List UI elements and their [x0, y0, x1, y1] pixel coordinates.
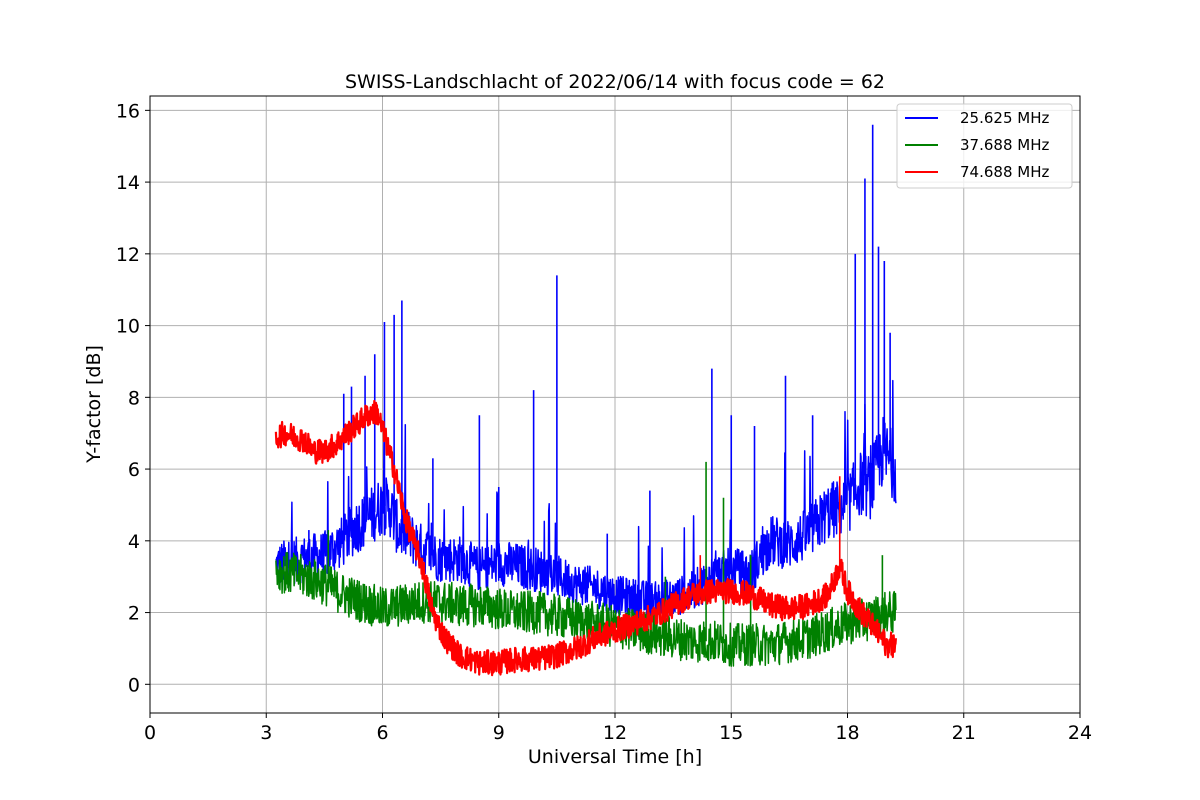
y-tick-label: 2 [128, 603, 140, 625]
x-tick-label: 12 [603, 722, 627, 744]
series-74mhz-line [274, 399, 897, 677]
series-25mhz [275, 124, 897, 622]
x-tick-label: 15 [719, 722, 743, 744]
series-74mhz [274, 399, 897, 677]
legend: 25.625 MHz 37.688 MHz 74.688 MHz [896, 103, 1073, 189]
series-37mhz [275, 461, 897, 667]
x-tick-label: 6 [376, 722, 388, 744]
x-tick-label: 18 [835, 722, 859, 744]
x-tick-label: 21 [952, 722, 976, 744]
legend-label-series-25mhz: 25.625 MHz [960, 109, 1049, 127]
series-25mhz-line [275, 379, 897, 622]
series-37mhz-line [275, 552, 897, 667]
y-tick-label: 14 [116, 172, 140, 194]
chart-title: SWISS-Landschlacht of 2022/06/14 with fo… [345, 71, 885, 93]
y-tick-label: 10 [116, 316, 140, 338]
legend-label-series-74mhz: 74.688 MHz [960, 163, 1049, 181]
x-tick-label: 3 [260, 722, 272, 744]
legend-box [896, 103, 1073, 189]
x-tick-label: 24 [1068, 722, 1092, 744]
y-tick-label: 12 [116, 244, 140, 266]
y-tick-label: 4 [128, 531, 140, 553]
x-axis-label: Universal Time [h] [528, 746, 702, 768]
y-tick-label: 0 [128, 674, 140, 696]
legend-label-series-37mhz: 37.688 MHz [960, 136, 1049, 154]
y-axis-label: Y-factor [dB] [83, 345, 105, 464]
y-tick-label: 6 [128, 459, 140, 481]
y-tick-label: 8 [128, 387, 140, 409]
plot-area [274, 124, 897, 677]
x-tick-label: 0 [144, 722, 156, 744]
y-tick-label: 16 [116, 100, 140, 122]
x-tick-label: 9 [493, 722, 505, 744]
